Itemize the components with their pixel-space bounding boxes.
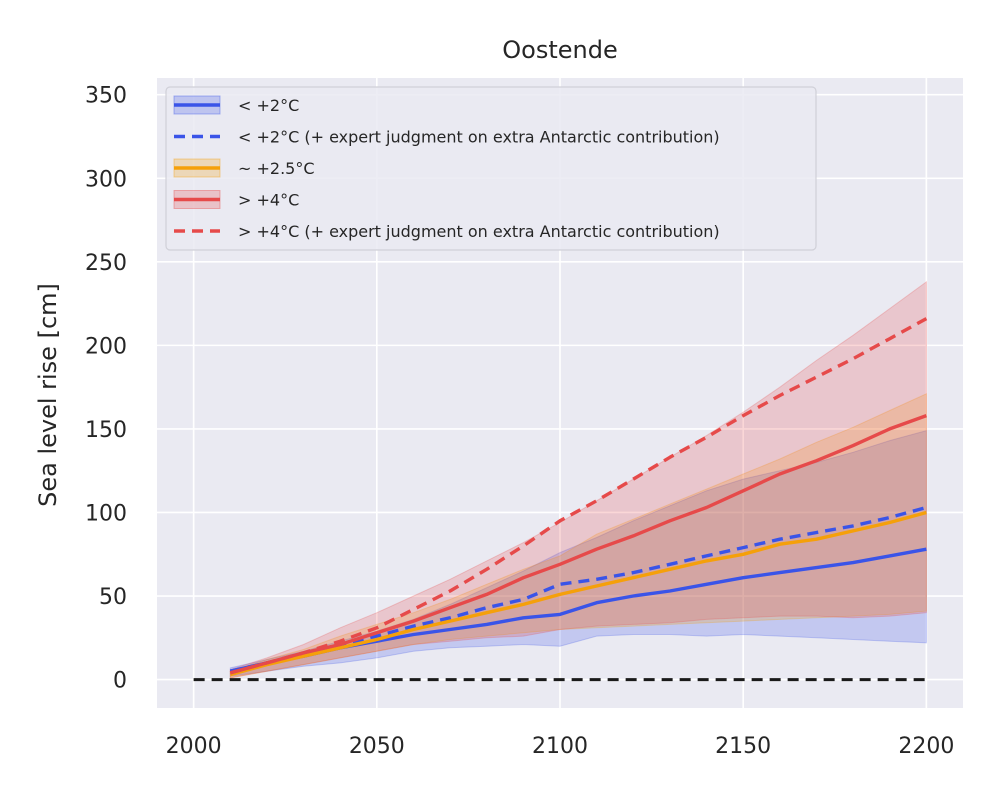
legend-entry-label: < +2°C (+ expert judgment on extra Antar… xyxy=(238,128,720,147)
y-axis-label: Sea level rise [cm] xyxy=(34,283,62,507)
x-tick-label: 2100 xyxy=(532,734,588,759)
series-line xyxy=(229,510,927,677)
x-tick-label: 2150 xyxy=(715,734,771,759)
uncertainty-band xyxy=(229,280,927,679)
series-line xyxy=(229,414,927,675)
x-tick-label: 2050 xyxy=(349,734,405,759)
y-tick-label: 50 xyxy=(99,585,127,610)
series-line xyxy=(229,505,927,673)
legend-entry-label: ~ +2.5°C xyxy=(238,159,315,178)
y-tick-label: 100 xyxy=(85,501,127,526)
legend: < +2°C < +2°C (+ expert judgment on extra… xyxy=(165,86,817,251)
y-tick-label: 0 xyxy=(113,669,127,694)
y-tick-label: 150 xyxy=(85,418,127,443)
legend-box xyxy=(165,86,817,251)
x-tick-label: 2200 xyxy=(898,734,954,759)
legend-entry-label: > +4°C xyxy=(238,191,299,210)
y-tick-label: 350 xyxy=(85,84,127,109)
chart-title: Oostende xyxy=(502,36,617,64)
y-tick-label: 300 xyxy=(85,167,127,192)
legend-entry-label: < +2°C xyxy=(238,96,299,115)
uncertainty-band xyxy=(229,393,927,679)
series-line xyxy=(229,317,928,675)
uncertainty-band xyxy=(229,429,927,677)
x-tick-label: 2000 xyxy=(166,734,222,759)
legend-entry-label: > +4°C (+ expert judgment on extra Antar… xyxy=(238,222,720,241)
y-tick-label: 200 xyxy=(85,334,127,359)
y-tick-label: 250 xyxy=(85,251,127,276)
